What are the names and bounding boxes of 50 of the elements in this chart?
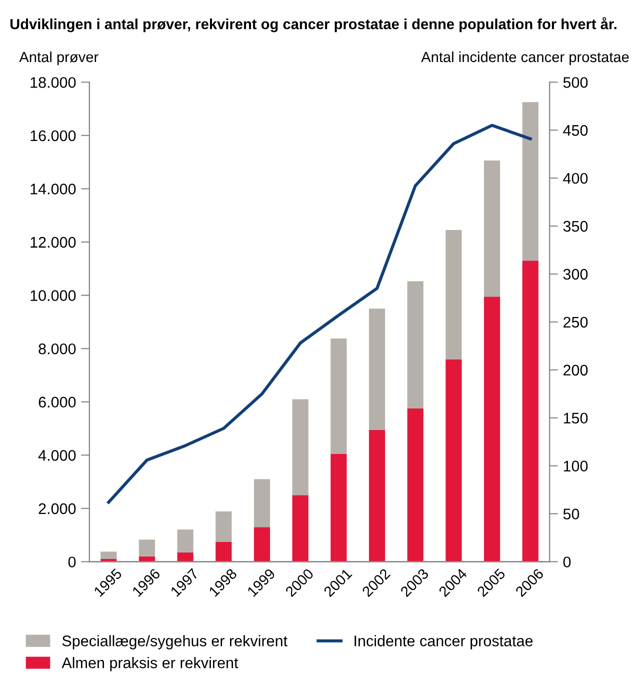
line-series — [107, 124, 532, 504]
bar — [407, 408, 424, 562]
y-tick-label: 18.000 — [30, 77, 76, 88]
bar — [522, 102, 538, 261]
y-tick-label: 8.000 — [38, 343, 76, 354]
bar — [216, 511, 232, 542]
legend-label: Speciallæge/sygehus er rekvirent — [62, 635, 288, 650]
y2-tick-label: 500 — [563, 77, 588, 88]
y-tick-label: 16.000 — [30, 130, 76, 142]
y2-tick-label: 450 — [563, 125, 588, 136]
bar — [330, 338, 347, 454]
bar — [100, 552, 117, 560]
bar — [484, 296, 500, 562]
y-tick-label: 2.000 — [38, 503, 76, 514]
bar — [446, 230, 462, 360]
y2-tick-label: 0 — [563, 556, 571, 568]
chart-title: Udviklingen i antal prøver, rekvirent og cancer prostatae i denne population for hvert år. — [10, 17, 616, 32]
y2-tick-label: 200 — [564, 364, 588, 376]
bar — [292, 399, 308, 496]
legend-label: Incidente cancer prostatae — [354, 635, 533, 650]
y2-tick-label: 300 — [563, 268, 588, 280]
legend-label: Almen praksis er rekvirent — [62, 657, 238, 672]
y-tick-label: 0 — [68, 556, 76, 568]
bar — [177, 529, 194, 552]
y2-tick-label: 400 — [563, 172, 588, 184]
y2-tick-label: 150 — [564, 412, 588, 424]
y-tick-label: 6.000 — [38, 396, 76, 408]
bar — [216, 542, 232, 562]
bar — [177, 552, 194, 562]
bar — [368, 308, 386, 430]
y-tick-label: 14.000 — [30, 184, 76, 194]
y2-tick-label: 50 — [563, 508, 580, 520]
y-tick-label: 10.000 — [30, 290, 76, 301]
bar — [407, 281, 424, 409]
y-tick-label: 12.000 — [30, 236, 76, 248]
bar — [254, 527, 270, 562]
bar — [484, 160, 500, 297]
bar — [138, 540, 156, 556]
y-tick-label: 4.000 — [38, 450, 76, 461]
bar — [330, 454, 347, 562]
y-axis-title: Antal prøver — [19, 51, 98, 66]
y2-tick-label: 350 — [563, 220, 588, 232]
bar — [292, 495, 308, 562]
y2-tick-label: 100 — [564, 460, 588, 472]
bar — [522, 260, 538, 562]
y2-tick-label: 250 — [564, 316, 588, 328]
bar — [254, 479, 270, 528]
y2-axis-title: Antal incidente cancer prostatae — [421, 51, 629, 66]
bar — [446, 359, 462, 562]
bar — [368, 430, 386, 562]
